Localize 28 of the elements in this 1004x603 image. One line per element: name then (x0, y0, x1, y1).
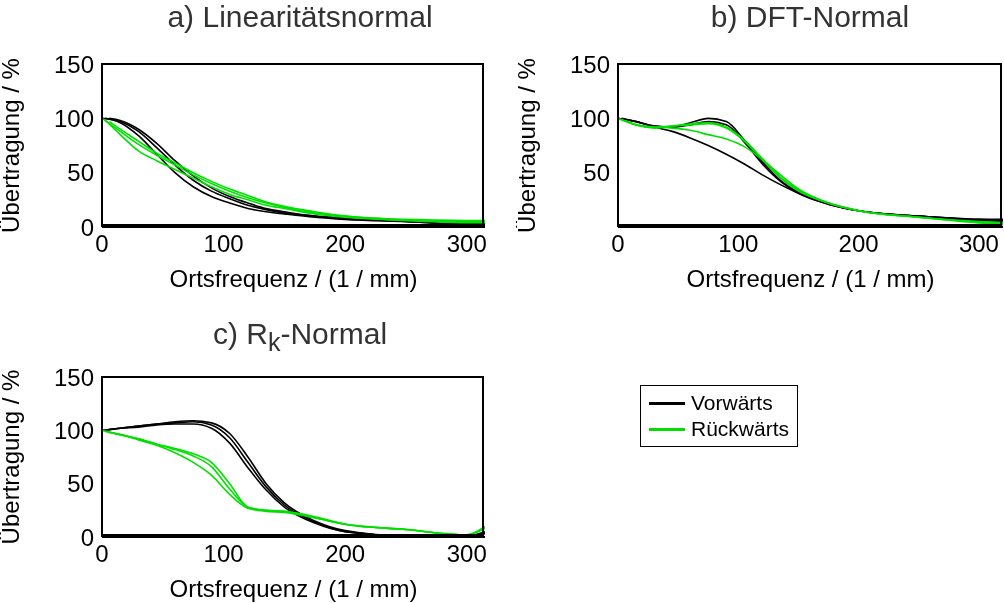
legend-label: Rückwärts (691, 417, 790, 441)
y-tick-label: 50 (67, 159, 94, 187)
y-tick-label: 0 (80, 523, 94, 551)
y-tick-label: 0 (80, 213, 94, 241)
x-tick-label: 100 (718, 230, 759, 258)
y-tick-label: 100 (53, 416, 94, 444)
chart-title: c) R$_{k}$-Normal (211, 317, 389, 357)
x-tick-label: 300 (446, 230, 487, 258)
y-tick-label: 50 (583, 159, 610, 187)
x-axis-title: Ortsfrequenz / (1 / mm) (169, 265, 418, 292)
y-tick-label: 100 (569, 104, 610, 132)
x-tick-label: 200 (325, 230, 366, 258)
y-tick-label: 150 (53, 50, 94, 78)
x-tick-label: 300 (446, 540, 487, 568)
legend-label: Vorwärts (691, 391, 773, 415)
x-tick-label: 100 (203, 230, 244, 258)
x-tick-label: 200 (838, 230, 879, 258)
chart-title: a) Linearitätsnormal (166, 0, 434, 34)
chart-title: b) DFT-Normal (709, 0, 911, 34)
x-axis-title: Ortsfrequenz / (1 / mm) (169, 575, 418, 602)
x-tick-label: 300 (958, 230, 999, 258)
y-tick-label: 150 (53, 363, 94, 391)
x-tick-label: 100 (203, 540, 244, 568)
x-axis-title: Ortsfrequenz / (1 / mm) (686, 265, 935, 292)
y-tick-label: 150 (569, 50, 610, 78)
y-tick-label: 100 (53, 104, 94, 132)
y-tick-label: 50 (67, 470, 94, 498)
x-tick-label: 200 (325, 540, 366, 568)
